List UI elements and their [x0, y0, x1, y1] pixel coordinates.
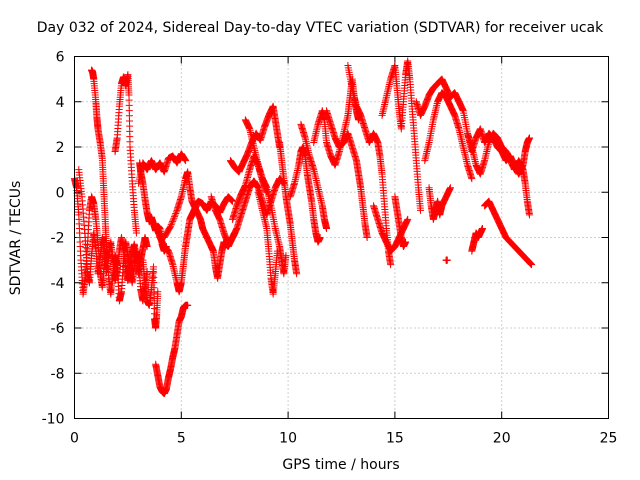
data-point: [323, 224, 331, 232]
data-point: [363, 234, 371, 241]
x-tick-label: 20: [493, 431, 511, 447]
data-point: [171, 211, 179, 219]
x-axis-label: GPS time / hours: [282, 457, 400, 473]
data-point: [168, 219, 176, 227]
y-tick-label: -6: [51, 321, 65, 337]
data-point: [132, 229, 140, 237]
chart-title: Day 032 of 2024, Sidereal Day-to-day VTE…: [36, 20, 604, 36]
data-point: [182, 157, 190, 165]
axis-ticks: -10 -8 -6 -4 -2 0 2 4 6 0 5 10 15 20 25: [42, 50, 618, 447]
y-tick-label: -8: [51, 366, 65, 382]
x-tick-label: 5: [177, 431, 186, 447]
data-point: [103, 243, 111, 251]
y-tick-label: -2: [51, 231, 65, 247]
y-tick-label: -4: [51, 276, 65, 292]
data-point: [169, 217, 177, 225]
y-tick-label: 6: [56, 50, 65, 66]
data-point: [316, 234, 324, 241]
data-point: [170, 214, 178, 222]
y-tick-label: 4: [56, 95, 65, 111]
data-point: [170, 213, 178, 221]
data-point: [282, 252, 290, 260]
x-tick-label: 10: [279, 431, 297, 447]
data-point: [154, 288, 162, 296]
data-point: [172, 208, 180, 216]
data-point: [443, 256, 451, 264]
data-point: [167, 222, 175, 230]
y-tick-label: 2: [56, 140, 65, 156]
x-tick-label: 15: [386, 431, 404, 447]
y-tick-label: -10: [42, 412, 65, 428]
x-tick-label: 0: [70, 431, 79, 447]
data-point: [169, 216, 177, 224]
data-point: [184, 301, 192, 309]
data-point: [273, 247, 281, 255]
data-series-sdtvar: [71, 57, 536, 398]
data-point: [143, 243, 151, 251]
y-tick-label: 0: [56, 185, 65, 201]
x-tick-label: 25: [600, 431, 618, 447]
data-point: [293, 270, 301, 278]
data-point: [229, 197, 237, 205]
data-point: [172, 210, 180, 218]
data-point: [167, 221, 175, 229]
